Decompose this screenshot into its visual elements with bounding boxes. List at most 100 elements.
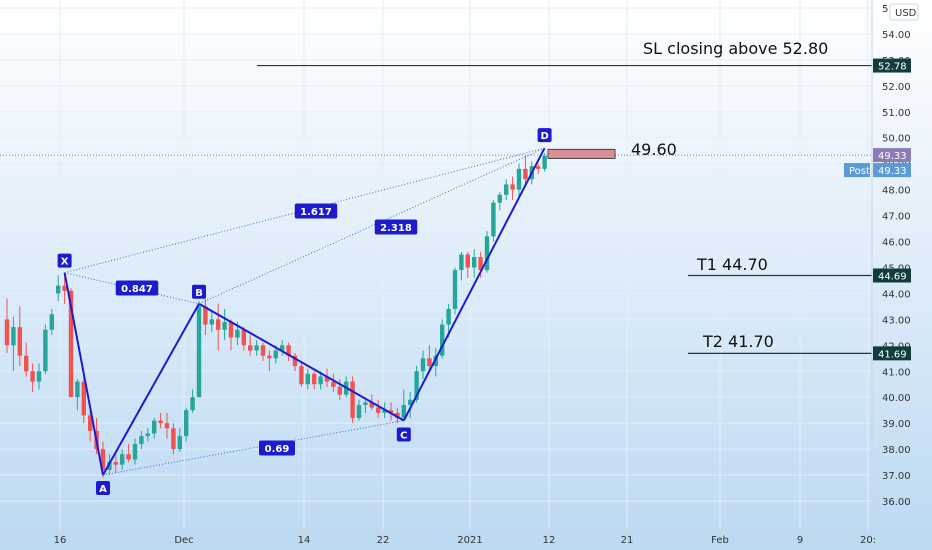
candle-body [472,257,477,268]
candle [510,176,515,200]
pattern-point-label-c: C [400,431,407,442]
x-tick-label: 22 [377,535,390,546]
candle-body [49,314,54,330]
candle-body [126,454,131,460]
pattern-point-c [396,427,411,442]
candle-body [171,428,176,450]
candle [420,350,426,380]
candle [331,373,336,393]
y-tick-label: 48.00 [882,186,911,197]
post-price-tag-label: 49.33 [878,166,907,177]
candle [177,428,182,452]
candle-body [401,404,406,418]
candle-body [4,319,10,346]
candle [312,371,317,390]
y-tick-label: 5 [882,4,888,15]
candle [190,389,195,413]
level-tag-label-sl: 52.78 [878,62,907,73]
candle-body [273,350,278,359]
candle-body [196,306,202,398]
candle-body [203,306,208,325]
candle-body [497,194,502,203]
candle [139,430,144,450]
candle [286,342,291,361]
candle [388,402,394,421]
candle [491,199,496,242]
candle-body [510,184,515,190]
candle [542,153,547,172]
candle-body [292,355,298,367]
ratio-label: 2.318 [380,223,412,234]
candle-body [228,321,234,338]
candle [120,449,125,470]
candle-body [363,402,368,405]
candle [523,155,528,188]
candle [292,353,298,372]
pattern-point-label-d: D [540,131,548,142]
axes: 36.0037.0038.0039.0040.0041.0042.0043.00… [0,0,919,546]
y-tick-label: 41.00 [882,367,911,378]
candle-body [420,358,426,372]
candle-body [30,371,35,382]
candle-body [331,381,336,387]
ratio-badge [115,280,159,296]
candle-body [388,410,394,413]
candle-body [68,290,74,398]
pattern-point-d [537,128,552,143]
candle-body [267,355,272,359]
candle [145,428,150,442]
candle-body [446,308,451,325]
candle-body [177,436,182,450]
candle-body [516,168,522,190]
y-tick-label: 44.00 [882,289,911,300]
candle-body [395,412,400,418]
candle-body [88,415,93,431]
level-label-sl: SL closing above 52.80 [643,39,828,58]
x-tick-label: 2021 [457,535,482,546]
candle-body [312,373,317,385]
y-tick-label: 51.00 [882,108,911,119]
candle-body [164,423,170,429]
y-tick-label: 54.00 [882,30,911,41]
currency-box [889,3,919,21]
candle-body [427,358,432,367]
candle-body [241,329,246,346]
candle-body [260,345,266,356]
candle-body [382,410,387,413]
candle [356,399,362,421]
y-tick-label: 40.00 [882,393,911,404]
candle [497,192,502,211]
candle [433,347,438,377]
candle [113,454,118,473]
candle-body [56,285,61,294]
candle-body [222,321,227,330]
ratio-badge [294,203,338,219]
candle-body [190,397,195,411]
candle-body [43,329,48,372]
level-tag-label-t1: 44.69 [878,271,907,282]
y-tick-label: 36.00 [882,497,911,508]
candle-body [337,386,342,395]
candle-body [158,420,163,424]
candle [203,298,208,335]
pattern-point-x [57,253,72,268]
candle-body [107,462,112,470]
candle-body [248,345,253,351]
candle [132,438,138,465]
candle-body [536,166,541,169]
candle [459,251,464,281]
candle-body [523,168,528,180]
candle-body [152,420,157,434]
x-tick-label: 12 [543,535,556,546]
xabcd-pattern: 49.60 0.847 0.69 1.617 2.318 X A B C D [57,128,677,496]
candle-body [542,155,547,169]
pattern-point-label-a: A [99,484,107,495]
candle-body [216,319,221,330]
candle [484,231,490,273]
candle-body [356,404,362,418]
candle [56,275,61,302]
pattern-point-b [192,284,206,299]
candle-body [433,355,438,367]
